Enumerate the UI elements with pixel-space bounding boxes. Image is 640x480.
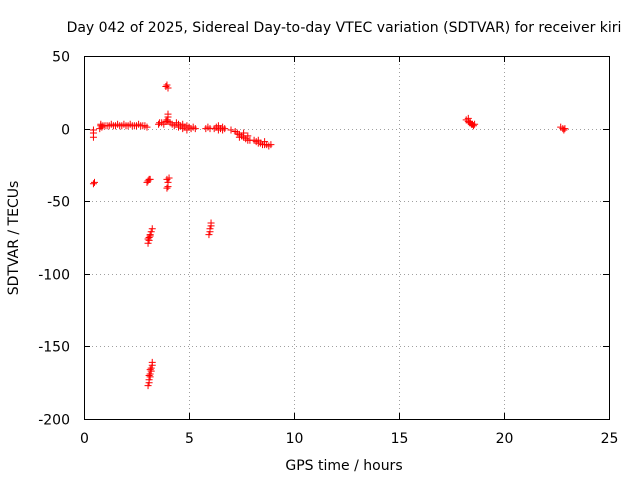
data-points: [89, 81, 569, 390]
data-point: [227, 126, 235, 134]
data-point: [191, 125, 199, 133]
data-point: [560, 126, 568, 134]
chart-title: Day 042 of 2025, Sidereal Day-to-day VTE…: [67, 20, 622, 36]
y-tick-label: -100: [38, 268, 70, 284]
y-axis-label: SDTVAR / TECUs: [6, 181, 22, 296]
data-point: [261, 138, 269, 146]
data-point: [146, 175, 154, 183]
data-point: [254, 136, 262, 144]
data-point: [471, 120, 479, 128]
data-point: [145, 371, 153, 379]
data-point: [143, 123, 151, 131]
y-tick-label: -150: [38, 340, 70, 356]
data-point: [206, 225, 214, 233]
data-point: [147, 364, 155, 372]
data-point: [464, 114, 472, 122]
data-point: [179, 125, 187, 133]
x-tick-label: 20: [496, 431, 514, 447]
data-point: [91, 178, 98, 186]
grid-lines: [84, 56, 609, 419]
axis-ticks: 0 5 10 15 20 25 50 0 -50 -100 -150 -200: [38, 50, 618, 448]
data-point: [183, 126, 191, 134]
x-tick-label: 25: [601, 431, 619, 447]
data-point: [219, 126, 227, 134]
data-point: [164, 183, 172, 191]
y-tick-label: 0: [61, 123, 70, 139]
data-point: [144, 382, 152, 390]
x-tick-label: 5: [185, 431, 194, 447]
data-point: [147, 228, 155, 236]
y-tick-label: -200: [38, 413, 70, 429]
data-point: [163, 116, 171, 124]
data-point: [164, 84, 172, 92]
data-point: [244, 132, 252, 140]
data-point: [163, 184, 171, 192]
x-tick-label: 0: [80, 431, 89, 447]
data-point: [148, 358, 156, 366]
data-point: [470, 122, 478, 130]
data-point: [145, 234, 153, 241]
data-point: [207, 219, 215, 227]
data-point: [98, 123, 106, 131]
data-point: [163, 81, 171, 89]
data-point: [561, 125, 569, 133]
x-tick-label: 10: [286, 431, 304, 447]
data-point: [146, 232, 154, 240]
y-tick-label: -50: [47, 195, 70, 211]
data-point: [164, 113, 172, 121]
data-point: [214, 122, 222, 130]
data-point: [89, 180, 97, 188]
data-point: [89, 133, 97, 141]
x-axis-label: GPS time / hours: [285, 458, 402, 474]
x-tick-label: 15: [391, 431, 409, 447]
data-point: [267, 141, 275, 149]
data-point: [146, 366, 154, 374]
data-point: [205, 231, 213, 239]
y-tick-label: 50: [52, 50, 70, 66]
plot-frame: [84, 56, 610, 420]
data-point: [165, 174, 173, 182]
data-point: [175, 123, 182, 131]
data-point: [235, 133, 243, 141]
data-point: [148, 225, 156, 233]
data-point: [240, 129, 248, 137]
